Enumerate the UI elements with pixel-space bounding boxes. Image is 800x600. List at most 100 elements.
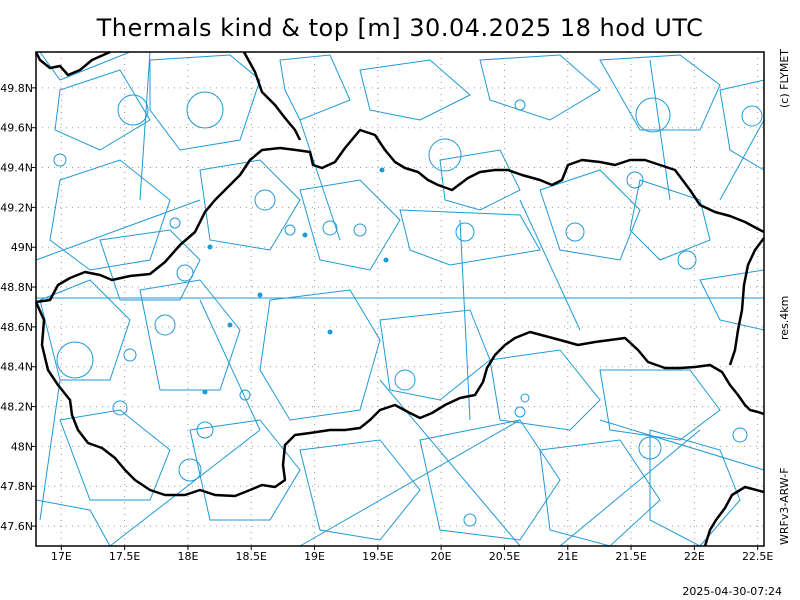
thermal-cell [463,513,477,527]
thermal-cell [322,220,338,236]
tick-label-lon: 22.5E [742,550,773,563]
contour-line [149,54,261,151]
contour-line [479,54,601,121]
map-title: Thermals kind & top [m] 30.04.2025 18 ho… [96,14,704,42]
contour-line [279,54,351,121]
tick-label-lon: 18.5E [236,550,267,563]
thermal-cell [732,427,748,443]
thermal-cell [677,250,697,270]
thermal-point [383,257,389,263]
thermal-point [257,292,263,298]
tick-label-lat: 49.8N [0,82,33,95]
contour-line [39,279,131,381]
contour-line [719,119,765,201]
tick-label-lat: 47.8N [0,480,33,493]
contour-line [699,269,765,331]
tick-label-lon: 18E [177,550,198,563]
tick-label-lon: 20E [431,550,452,563]
contour-line [459,219,471,421]
tick-label-lat: 49.2N [0,201,33,214]
thermal-point [327,329,333,335]
thermal-cell [254,189,276,211]
tick-label-lon: 22E [684,550,705,563]
thermal-cell [178,458,202,482]
tick-label-lat: 49.6N [0,122,33,135]
tick-label-lon: 20.5E [489,550,520,563]
thermal-cell [284,224,296,236]
copyright-label: (c) FLYMET [778,48,791,108]
contour-line [399,209,541,266]
thermal-cell [353,223,367,237]
latitude-ticks: 47.6N 47.8N 48N 48.2N 48.4N 48.6N 48.8N 49N 49.2… [0,82,36,533]
thermal-cell [196,421,214,439]
contour-line [54,69,151,151]
border-line [34,301,765,498]
contour-line [599,419,765,471]
contour-line [539,439,661,547]
tick-label-lat: 49N [11,241,33,254]
contour-line [299,119,341,241]
contour-line [539,169,641,261]
border-line [728,237,765,366]
map-frame [35,51,765,547]
map-grid [36,52,764,546]
thermal-cell [169,217,181,229]
tick-label-lon: 17.5E [109,550,140,563]
timestamp: 2025-04-30-07:24 [682,585,782,598]
model-label: WRFv3-ARW-F [778,467,791,545]
thermal-cell [635,97,671,133]
thermal-cell [741,105,763,127]
tick-label-lat: 48.4N [0,361,33,374]
border-line [34,50,111,77]
contour-line [599,54,721,131]
thermal-cell [626,171,644,189]
contour-line [35,199,201,261]
thermal-point [379,167,385,173]
contour-line [109,429,261,547]
thermal-cell [186,91,224,129]
contour-line [99,229,201,301]
country-border [34,50,765,547]
contour-line [359,59,471,121]
contour-line [299,179,401,271]
contour-line [49,159,171,271]
contour-line [379,379,521,547]
tick-label-lon: 21.5E [615,550,646,563]
contour-line [379,309,491,401]
thermal-cell [428,138,462,172]
tick-label-lat: 47.6N [0,520,33,533]
contour-line [629,179,711,261]
contour-line [199,159,301,251]
thermal-cell [117,94,149,126]
tick-label-lat: 48.6N [0,321,33,334]
thermal-point [202,389,208,395]
border-line [242,51,302,141]
thermal-cell [239,389,251,401]
thermal-cell [638,436,662,460]
resolution-label: res.4km [778,295,791,340]
contour-line [439,149,521,211]
tick-label-lon: 19E [304,550,325,563]
tick-label-lat: 48N [11,440,33,453]
thermal-cell [123,348,137,362]
contour-line [299,439,421,541]
tick-label-lat: 49.4N [0,162,33,175]
contour-line [259,289,381,421]
thermal-cell [56,341,94,379]
border-line [35,128,765,304]
thermal-point [302,232,308,238]
tick-label-lon: 17E [51,550,72,563]
tick-label-lat: 48.2N [0,401,33,414]
tick-label-lon: 21E [557,550,578,563]
contour-line [519,199,581,331]
border-line [703,485,765,547]
contour-line [139,51,151,201]
contour-line [299,419,521,547]
thermal-cell [514,99,526,111]
contour-line [489,349,601,431]
thermal-cell [176,264,194,282]
thermal-contours [35,51,765,547]
contour-line [199,299,261,431]
contour-line [599,369,721,441]
